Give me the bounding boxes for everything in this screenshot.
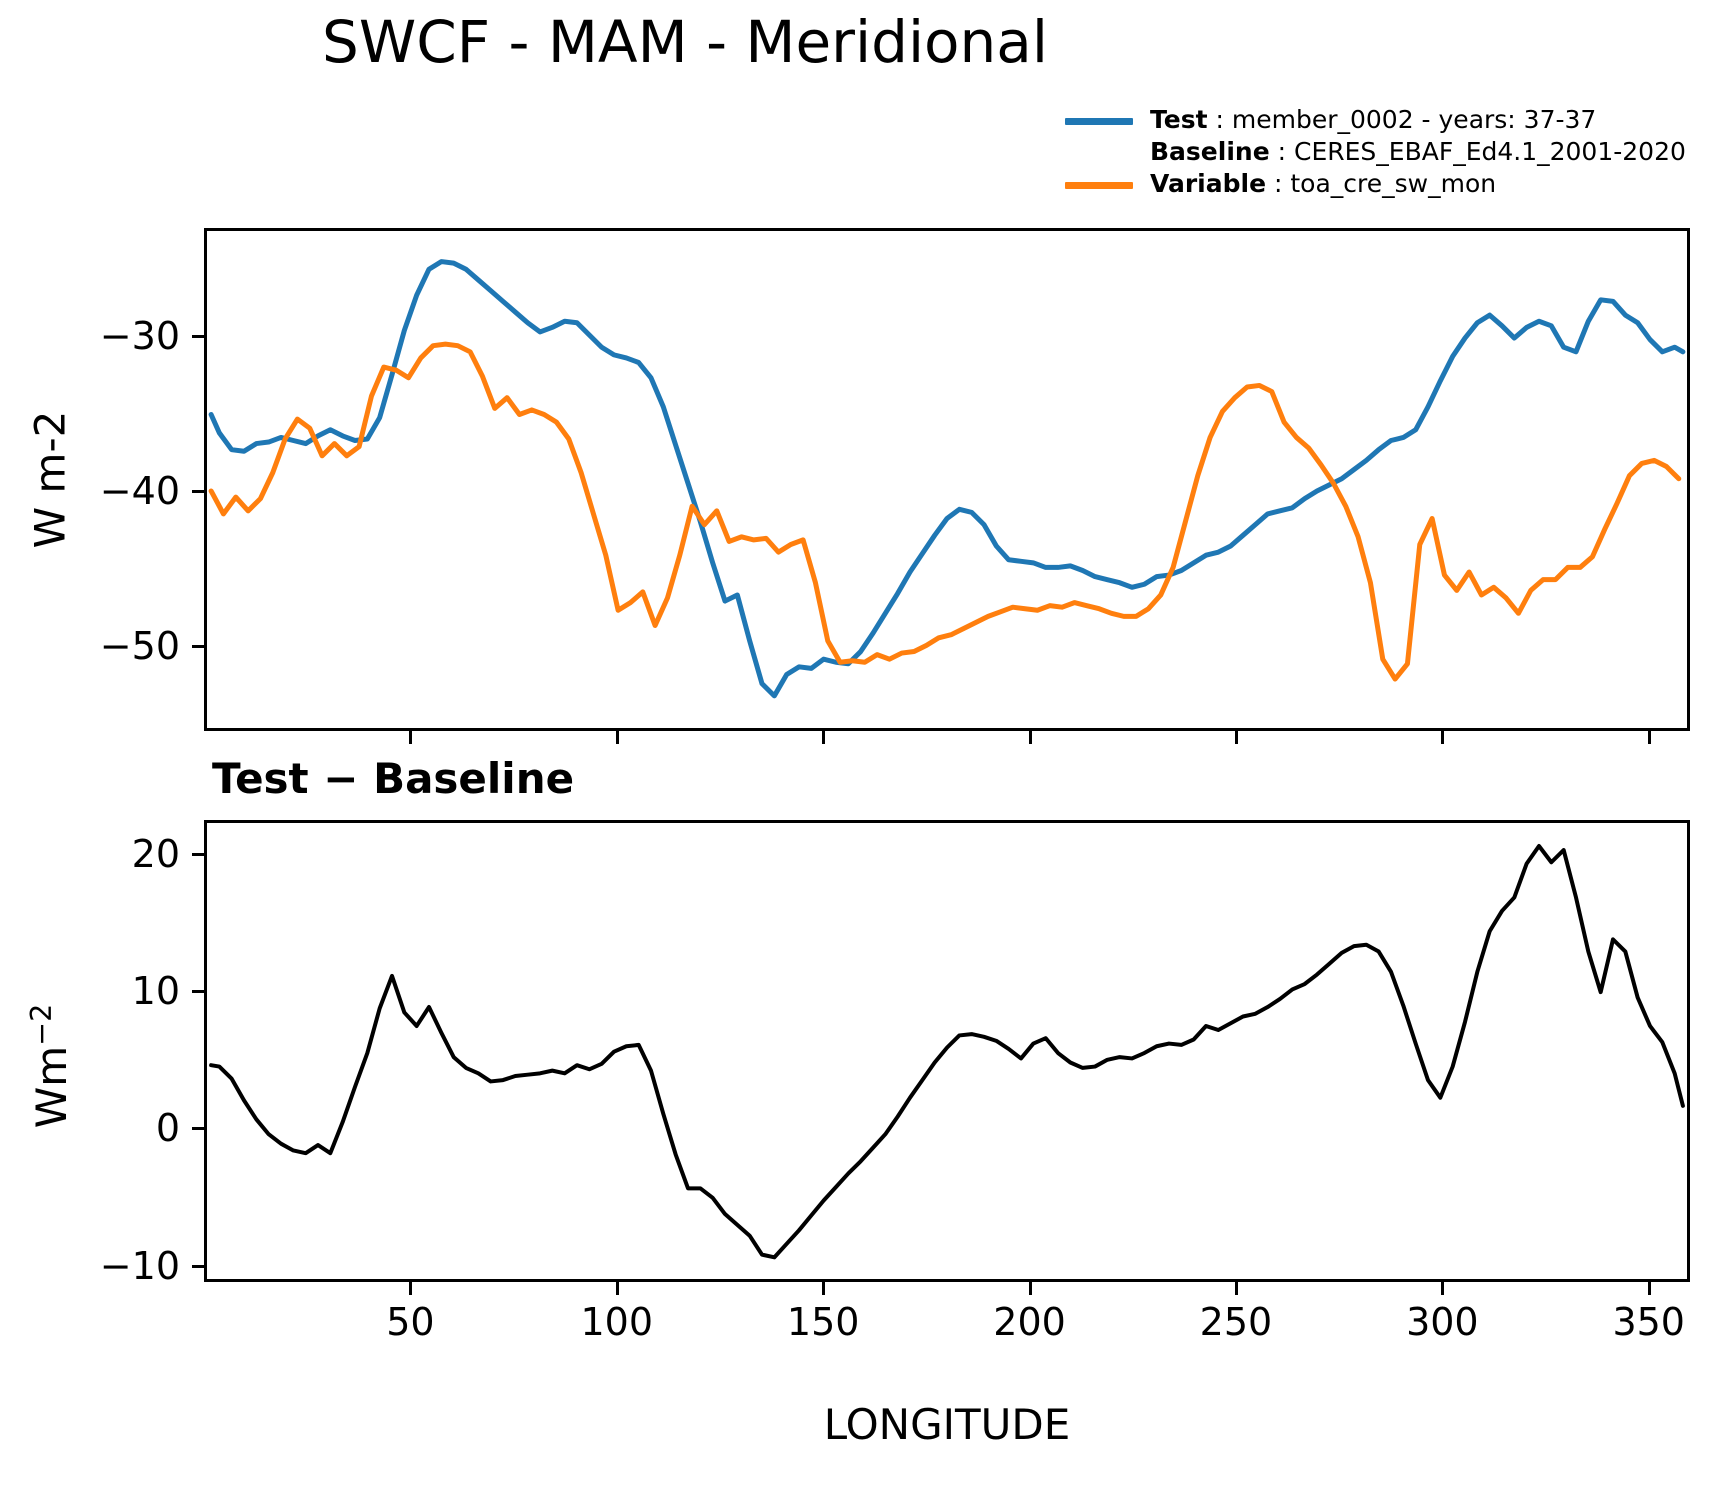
legend-label-test: Test : member_0002 - years: 37-37 <box>1150 104 1596 136</box>
xtick-mark <box>615 1282 619 1295</box>
legend-item-variable: Variable : toa_cre_sw_mon <box>1065 168 1585 200</box>
legend-key-variable: Variable <box>1150 169 1267 198</box>
ytick-mark <box>192 1127 204 1131</box>
xtick-mark-top-panel <box>822 731 826 744</box>
diff-panel-title: Test − Baseline <box>212 754 575 803</box>
xaxis-title: LONGITUDE <box>823 1400 1071 1449</box>
xtick-label: 300 <box>1406 1300 1479 1344</box>
xtick-mark-top-panel <box>1647 731 1651 744</box>
ytick-label: 0 <box>155 1106 180 1151</box>
top-plot-svg <box>207 231 1687 728</box>
legend-key-test: Test <box>1150 105 1208 134</box>
legend-sep-variable: : <box>1266 169 1291 198</box>
xtick-mark <box>1441 1282 1445 1295</box>
legend-label-baseline: Baseline : CERES_EBAF_Ed4.1_2001-2020 <box>1150 136 1686 168</box>
xtick-mark-top-panel <box>409 731 413 744</box>
xtick-label: 150 <box>786 1300 860 1344</box>
ytick-mark <box>192 644 204 648</box>
ytick-mark <box>192 490 204 494</box>
ytick-label: −40 <box>99 469 180 514</box>
bottom-plot-panel <box>204 820 1690 1282</box>
legend-item-test: Test : member_0002 - years: 37-37 <box>1065 104 1596 136</box>
legend-swatch-test <box>1065 118 1133 125</box>
legend-value-baseline: CERES_EBAF_Ed4.1_2001-2020 <box>1293 137 1686 166</box>
bottom-plot-svg <box>207 823 1687 1279</box>
xtick-label: 200 <box>993 1300 1066 1344</box>
bottom-yaxis-title-exponent: −2 <box>24 1003 58 1046</box>
legend-sep-test: : <box>1207 105 1232 134</box>
xtick-label: 100 <box>580 1300 654 1344</box>
xtick-label: 350 <box>1612 1300 1685 1344</box>
legend-swatch-variable <box>1065 182 1133 189</box>
xtick-mark <box>1234 1282 1238 1295</box>
legend-key-baseline: Baseline <box>1150 137 1270 166</box>
legend-value-test: member_0002 - years: 37-37 <box>1231 105 1597 134</box>
xtick-label: 50 <box>386 1300 435 1344</box>
legend: Test : member_0002 - years: 37-37 Baseli… <box>1065 104 1686 200</box>
ytick-label: 20 <box>131 832 180 877</box>
ytick-mark <box>192 335 204 339</box>
ytick-label: 10 <box>131 969 180 1014</box>
bottom-yaxis-title: Wm−2 <box>24 956 76 1176</box>
top-plot-panel <box>204 228 1690 731</box>
xtick-mark <box>1028 1282 1032 1295</box>
xtick-mark-top-panel <box>1441 731 1445 744</box>
xtick-label: 250 <box>1199 1300 1273 1344</box>
xtick-mark <box>409 1282 413 1295</box>
xtick-mark-top-panel <box>615 731 619 744</box>
xtick-mark <box>1647 1282 1651 1295</box>
xtick-mark-top-panel <box>1028 731 1032 744</box>
xtick-mark-top-panel <box>1234 731 1238 744</box>
page-title: SWCF - MAM - Meridional <box>322 8 1048 76</box>
ytick-label: −10 <box>99 1243 180 1288</box>
bottom-yaxis-title-main: Wm <box>27 1045 76 1129</box>
legend-swatch-baseline <box>1065 150 1133 157</box>
ytick-mark <box>192 990 204 994</box>
ytick-mark <box>192 1264 204 1268</box>
top-yaxis-title: W m-2 <box>25 410 75 549</box>
xtick-mark <box>822 1282 826 1295</box>
ytick-label: −30 <box>99 314 180 359</box>
legend-label-variable: Variable : toa_cre_sw_mon <box>1150 168 1496 200</box>
ytick-label: −50 <box>99 623 180 668</box>
ytick-mark <box>192 853 204 857</box>
legend-sep-baseline: : <box>1269 137 1294 166</box>
legend-item-baseline: Baseline : CERES_EBAF_Ed4.1_2001-2020 <box>1065 136 1686 168</box>
legend-value-variable: toa_cre_sw_mon <box>1290 169 1497 198</box>
